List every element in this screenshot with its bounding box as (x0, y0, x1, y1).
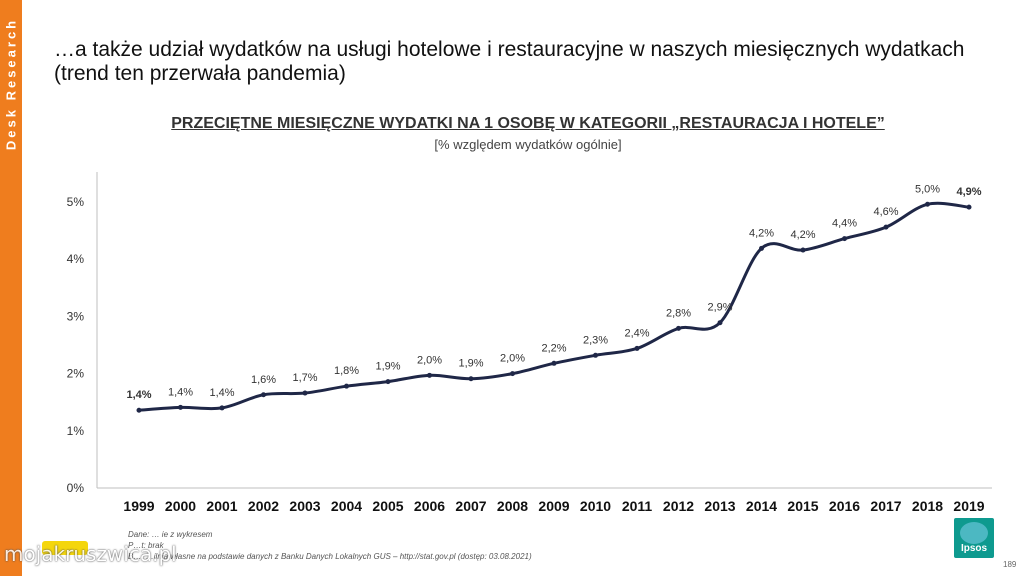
y-tick-label: 5% (67, 195, 85, 209)
x-tick-label: 2013 (704, 498, 735, 514)
data-label: 2,0% (500, 353, 525, 365)
ladybug-badge (42, 541, 88, 555)
x-tick-label: 2008 (497, 498, 528, 514)
data-point (510, 371, 515, 377)
x-tick-label: 2014 (746, 498, 777, 514)
data-label: 5,0% (915, 183, 940, 195)
data-label: 1,7% (292, 372, 317, 384)
x-tick-label: 2002 (248, 498, 279, 514)
data-label: 1,8% (334, 365, 359, 377)
data-point (468, 376, 474, 382)
data-label: 1,4% (168, 386, 193, 398)
x-tick-label: 2001 (206, 498, 237, 514)
data-point (427, 372, 432, 378)
data-label: 1,6% (251, 374, 276, 386)
data-point (261, 392, 266, 398)
x-tick-label: 2007 (455, 498, 486, 514)
data-point (136, 407, 142, 413)
data-point (800, 247, 806, 253)
data-labels: 1,4% 1,4% 1,4% 1,6% 1,7% 1,8% 1,9% 2,0% 1,9% 2,0%… (126, 183, 981, 401)
x-tick-label: 2009 (538, 498, 569, 514)
data-label: 1,4% (209, 387, 234, 399)
data-point (551, 360, 557, 366)
y-tick-label: 4% (67, 252, 85, 266)
data-label: 2,4% (624, 327, 649, 339)
data-label: 2,8% (666, 307, 691, 319)
y-tick-label: 2% (67, 367, 85, 381)
x-tick-label: 2000 (165, 498, 196, 514)
x-tick-label: 2019 (953, 498, 984, 514)
data-point (385, 379, 391, 385)
data-point (717, 320, 723, 326)
x-tick-label: 2018 (912, 498, 943, 514)
x-tick-label: 2012 (663, 498, 694, 514)
data-label: 4,2% (749, 227, 774, 239)
data-point (344, 383, 349, 389)
y-tick-labels: 0% 1% 2% 3% 4% 5% (67, 195, 85, 495)
x-tick-label: 2004 (331, 498, 362, 514)
data-point (219, 405, 225, 411)
footnote-source: B…: …ilnia własne na podstawie danych z … (128, 552, 532, 561)
x-tick-label: 2011 (622, 498, 653, 514)
data-label: 1,9% (375, 361, 400, 373)
data-label: 4,9% (956, 186, 981, 198)
data-point (883, 224, 889, 230)
data-label: 2,3% (583, 334, 608, 346)
x-tick-label: 2010 (580, 498, 611, 514)
site-watermark: mojakruszwica.pl (4, 542, 177, 566)
data-point (759, 245, 764, 251)
chart-axes (96, 172, 992, 489)
data-label: 4,2% (790, 229, 815, 241)
data-label: 1,4% (126, 389, 151, 401)
data-point (676, 325, 681, 331)
x-tick-label: 2006 (414, 498, 445, 514)
logo-circle-icon (960, 522, 988, 544)
desk-research-sidebar: Desk Research (0, 0, 22, 576)
data-label: 4,6% (873, 206, 898, 218)
y-tick-label: 0% (67, 481, 85, 495)
data-label: 2,9% (707, 302, 732, 314)
data-point (593, 352, 598, 358)
x-tick-label: 1999 (123, 498, 154, 514)
data-label: 1,9% (458, 358, 483, 370)
data-point (178, 404, 183, 410)
chart-subtitle: [% względem wydatków ogólnie] (434, 137, 622, 152)
logo-text: Ipsos (960, 543, 988, 554)
data-point (925, 201, 930, 207)
footnotes: Dane: … ie z wykresem P…t: brak B…: …iln… (128, 529, 532, 562)
data-point (966, 204, 972, 210)
ipsos-logo: Ipsos (954, 518, 994, 558)
footnote-notes: P…t: brak (128, 541, 164, 550)
slide-headline: …a także udział wydatków na usługi hotel… (54, 38, 965, 85)
data-label: 2,2% (541, 342, 566, 354)
x-tick-labels: 1999 2000 2001 2002 2003 2004 2005 2006 2007 2008… (123, 498, 984, 514)
x-tick-label: 2005 (372, 498, 403, 514)
footnote-data: Dane: … ie z wykresem (128, 530, 213, 539)
y-tick-label: 3% (67, 309, 85, 323)
x-tick-label: 2015 (787, 498, 818, 514)
data-points (136, 201, 972, 413)
data-point (842, 236, 847, 242)
data-label: 4,4% (832, 218, 857, 230)
x-tick-label: 2017 (870, 498, 901, 514)
chart-title: PRZECIĘTNE MIESIĘCZNE WYDATKI NA 1 OSOBĘ… (171, 115, 885, 132)
x-tick-label: 2016 (829, 498, 860, 514)
data-label: 2,0% (417, 354, 442, 366)
x-tick-label: 2003 (289, 498, 320, 514)
data-point (634, 345, 640, 351)
data-point (302, 390, 308, 396)
page-number: 189 (1003, 560, 1017, 569)
y-tick-label: 1% (67, 424, 85, 438)
